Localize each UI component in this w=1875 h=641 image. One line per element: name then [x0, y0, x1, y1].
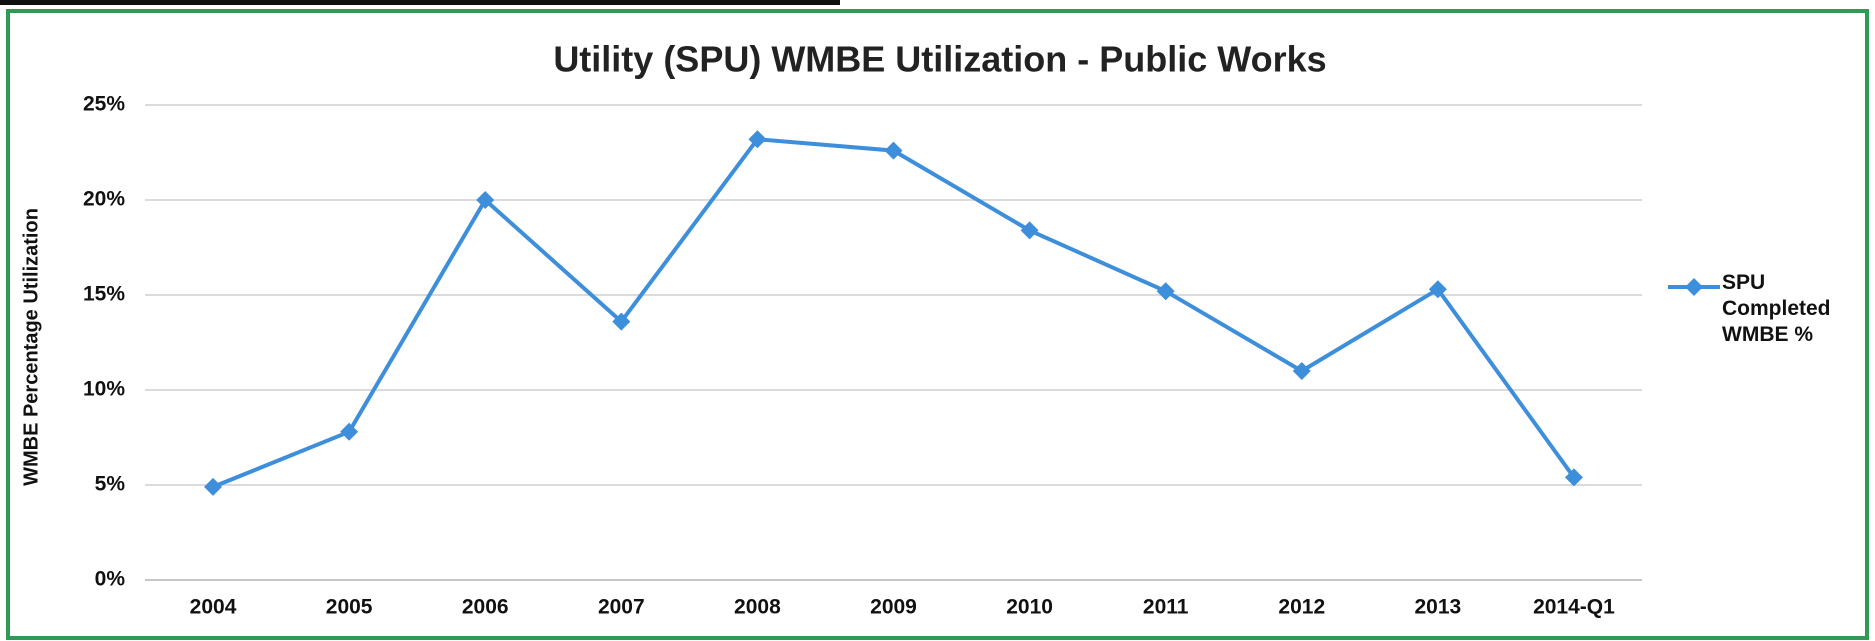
x-tick-label: 2014-Q1 — [1533, 596, 1615, 619]
y-tick-label: 20% — [83, 188, 125, 211]
x-tick-label: 2012 — [1278, 596, 1325, 619]
legend-label: SPU Completed WMBE % — [1722, 271, 1831, 346]
data-point — [1428, 280, 1447, 299]
y-axis-label: WMBE Percentage Utilization — [20, 208, 42, 486]
data-point — [612, 312, 631, 331]
data-point — [340, 422, 359, 441]
chart-title: Utility (SPU) WMBE Utilization - Public … — [553, 39, 1326, 80]
x-tick-label: 2006 — [462, 596, 509, 619]
data-point — [884, 141, 903, 160]
x-tick-label: 2009 — [870, 596, 917, 619]
data-point — [1020, 221, 1039, 240]
legend-marker — [1685, 278, 1703, 296]
x-tick-label: 2011 — [1143, 596, 1189, 619]
x-tick-label: 2010 — [1006, 596, 1053, 619]
data-point — [476, 191, 495, 209]
x-tick-label: 2008 — [734, 596, 781, 619]
x-tick-label: 2013 — [1415, 596, 1462, 619]
x-tick-label: 2004 — [190, 596, 237, 619]
y-tick-label: 5% — [95, 473, 126, 496]
data-point — [1564, 468, 1583, 487]
y-tick-label: 15% — [83, 283, 125, 306]
data-point — [1156, 282, 1175, 301]
data-point — [748, 130, 767, 149]
x-tick-label: 2007 — [598, 596, 645, 619]
y-tick-label: 0% — [95, 568, 126, 591]
top-strip — [0, 0, 840, 5]
data-line — [212, 137, 1576, 489]
data-point — [1292, 362, 1311, 380]
x-tick-label: 2005 — [326, 596, 373, 619]
y-tick-label: 10% — [83, 378, 125, 401]
frame — [6, 9, 1869, 640]
y-tick-label: 25% — [83, 93, 125, 116]
data-point — [204, 477, 223, 496]
